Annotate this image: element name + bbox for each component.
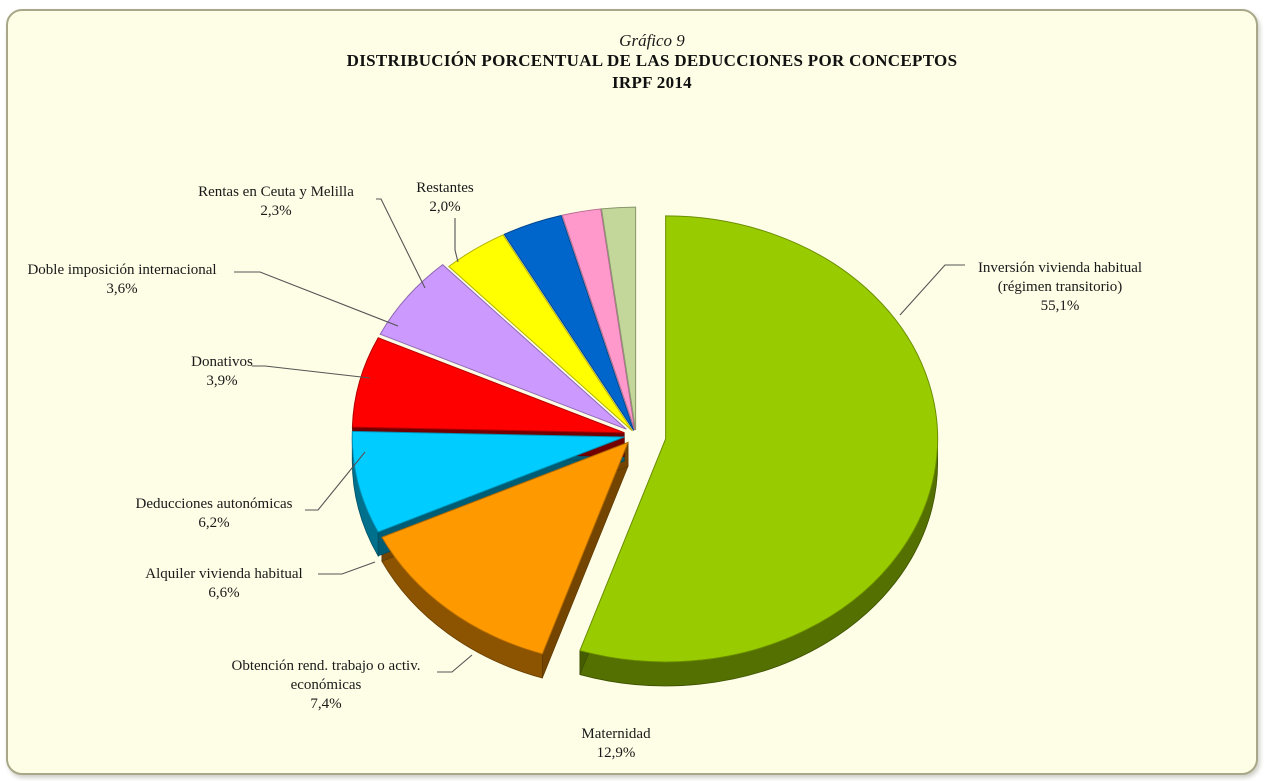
slice-label-alquiler-vivienda-habitual: Alquiler vivienda habitual [145, 566, 302, 582]
slice-obtencion-rend-trabajo-o-activ [351, 430, 625, 533]
slice-rentas-en-ceuta-y-melilla [561, 208, 636, 431]
slice-value-restantes: 2,0% [429, 199, 460, 215]
slice-label-deducciones-autonomicas: Deducciones autonómicas [135, 496, 292, 512]
leader-line-rentas-en-ceuta-y-melilla [376, 198, 426, 289]
slice-label-donativos: Donativos [191, 354, 253, 370]
slice-deducciones-autonomicas [379, 264, 627, 430]
leader-line-inversion-vivienda-habitual [899, 264, 965, 316]
slice-label-maternidad: Maternidad [581, 726, 651, 742]
slice-value-maternidad: 12,9% [597, 745, 636, 761]
slice-alquiler-vivienda-habitual [351, 337, 625, 434]
slice-maternidad [381, 441, 629, 655]
slice-value-obtencion-rend-trabajo-o-activ: 7,4% [310, 696, 341, 712]
slice-inversion-vivienda-habitual [579, 215, 939, 663]
slice-value-donativos: 3,9% [206, 373, 237, 389]
chart-supertitle: Gráfico 9 [619, 31, 685, 50]
slice-label-doble-imposicion-internacional: Doble imposición internacional [27, 262, 216, 278]
slice-donativos [448, 234, 633, 432]
slice-value-alquiler-vivienda-habitual: 6,6% [208, 585, 239, 601]
slice-label-obtencion-rend-trabajo-o-activ: Obtención rend. trabajo o activ. [232, 658, 421, 674]
chart-subtitle: IRPF 2014 [612, 73, 692, 92]
leader-line-obtencion-rend-trabajo-o-activ [437, 654, 473, 673]
slice-label-inversion-vivienda-habitual: Inversión vivienda habitual [978, 260, 1142, 276]
slice-label-rentas-en-ceuta-y-melilla: Rentas en Ceuta y Melilla [198, 184, 354, 200]
pie-slices [351, 206, 939, 687]
pie-labels: Inversión vivienda habitual (régimen tran… [27, 180, 1142, 761]
slice-value-doble-imposicion-internacional: 3,6% [106, 281, 137, 297]
slice-doble-imposicion-internacional [503, 214, 635, 431]
slice-label-obtencion-rend-trabajo-o-activ: económicas [291, 677, 362, 693]
slice-value-deducciones-autonomicas: 6,2% [198, 515, 229, 531]
leader-line-doble-imposicion-internacional [234, 271, 399, 327]
leader-line-alquiler-vivienda-habitual [318, 561, 376, 575]
slice-value-inversion-vivienda-habitual: 55,1% [1041, 298, 1080, 314]
slice-value-rentas-en-ceuta-y-melilla: 2,3% [260, 203, 291, 219]
slice-label-restantes: Restantes [416, 180, 474, 196]
leader-line-restantes [454, 218, 459, 263]
leader-line-deducciones-autonomicas [305, 451, 366, 511]
slice-label-inversion-vivienda-habitual: (régimen transitorio) [998, 279, 1123, 295]
slice-restantes [600, 206, 637, 431]
leader-line-donativos [252, 365, 371, 379]
chart-title: DISTRIBUCIÓN PORCENTUAL DE LAS DEDUCCION… [347, 51, 958, 70]
